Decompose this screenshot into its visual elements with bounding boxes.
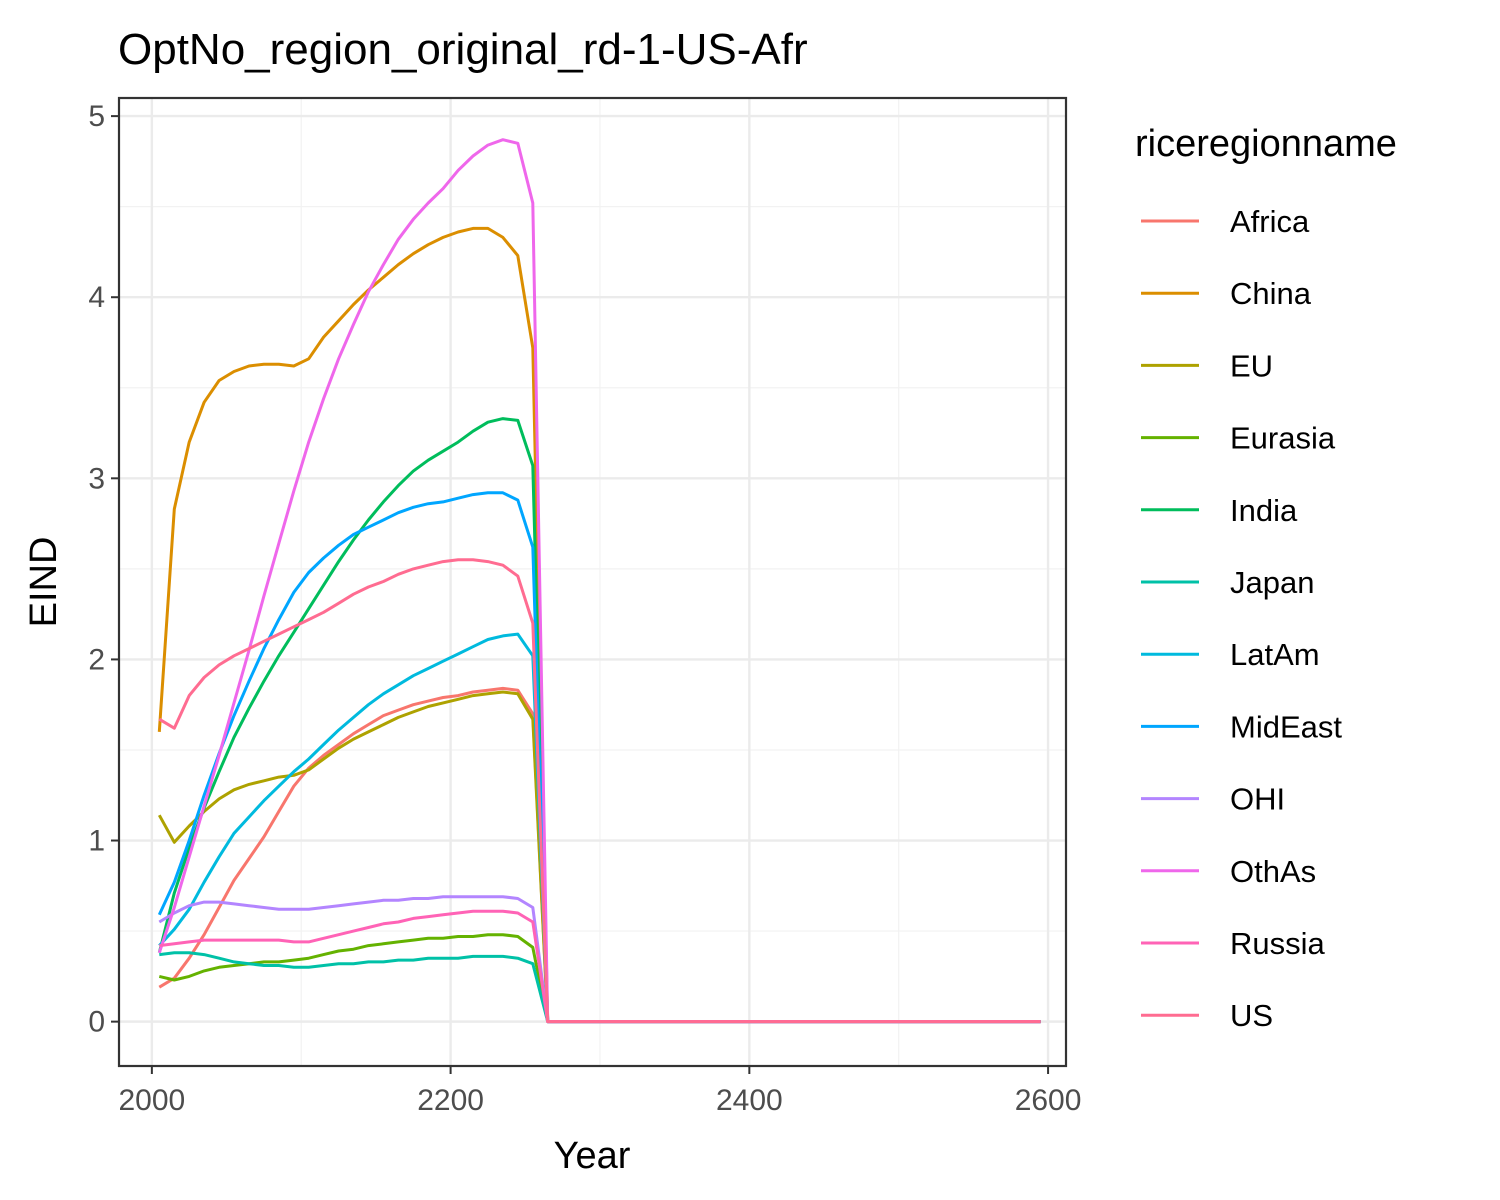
- panel-border: [117, 96, 1068, 1068]
- grid-minor: [119, 98, 1066, 1066]
- legend-label-mideast: MidEast: [1230, 709, 1342, 744]
- legend-label-russia: Russia: [1230, 926, 1326, 961]
- x-tick-label: 2000: [118, 1084, 185, 1117]
- series-line-eurasia: [158, 933, 1041, 1024]
- series-line-eu: [157, 690, 1041, 1024]
- series-lines: [157, 138, 1041, 1024]
- legend: riceregionname Africa China EU Eurasia India…: [1135, 123, 1397, 1033]
- legend-label-eu: EU: [1230, 348, 1273, 383]
- plot-panel: [117, 96, 1068, 1068]
- y-axis: 0 1 2 3 4 5: [88, 100, 119, 1039]
- x-tick-label: 2200: [417, 1084, 484, 1117]
- series-line-japan: [159, 951, 1041, 1024]
- series-line-ohi: [158, 895, 1041, 1024]
- legend-label-othas: OthAs: [1230, 854, 1316, 889]
- legend-title: riceregionname: [1135, 123, 1397, 165]
- series-line-mideast: [157, 491, 1041, 1024]
- series-line-othas: [157, 138, 1041, 1024]
- x-tick-label: 2400: [716, 1084, 783, 1117]
- x-axis: 2000 2200 2400 2600: [118, 1066, 1081, 1117]
- chart-title: OptNo_region_original_rd-1-US-Afr: [118, 25, 808, 74]
- series-line-africa: [158, 686, 1041, 1024]
- legend-label-india: India: [1230, 493, 1298, 528]
- legend-label-africa: Africa: [1230, 204, 1310, 239]
- legend-label-latam: LatAm: [1230, 637, 1320, 672]
- x-axis-title: Year: [554, 1135, 631, 1177]
- series-line-us: [158, 558, 1041, 1024]
- y-tick-label: 1: [88, 825, 105, 858]
- y-tick-label: 5: [88, 100, 105, 133]
- panel-background: [119, 98, 1066, 1066]
- y-tick-label: 0: [88, 1006, 105, 1039]
- series-line-russia: [159, 909, 1041, 1024]
- legend-items: Africa China EU Eurasia India Japan LatAm MidEa…: [1141, 204, 1342, 1033]
- legend-label-eurasia: Eurasia: [1230, 421, 1336, 456]
- series-line-latam: [158, 632, 1041, 1024]
- y-axis-title: EIND: [23, 537, 65, 628]
- legend-label-japan: Japan: [1230, 565, 1314, 600]
- y-tick-label: 2: [88, 643, 105, 676]
- series-line-india: [157, 417, 1041, 1024]
- legend-label-us: US: [1230, 998, 1273, 1033]
- y-tick-label: 3: [88, 462, 105, 495]
- legend-label-china: China: [1230, 276, 1312, 311]
- legend-label-ohi: OHI: [1230, 782, 1285, 817]
- x-tick-label: 2600: [1015, 1084, 1082, 1117]
- y-tick-label: 4: [88, 281, 105, 314]
